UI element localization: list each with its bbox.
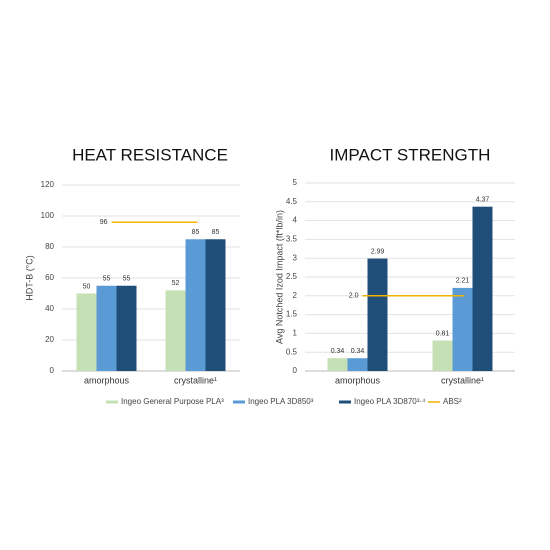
- bar: [205, 239, 226, 371]
- bar: [367, 258, 388, 371]
- y-tick-label: 0.5: [286, 347, 298, 356]
- x-tick-label: crystalline¹: [174, 375, 217, 385]
- y-tick-label: 2.5: [286, 272, 298, 281]
- y-tick-label: 3: [293, 253, 298, 262]
- y-axis-label: Avg Notched Izod Impact (ft*lb/in): [274, 210, 284, 344]
- value-label: 52: [172, 280, 180, 287]
- y-tick-label: 0: [50, 366, 55, 375]
- bar: [96, 285, 117, 371]
- y-tick-label: 20: [45, 335, 54, 344]
- value-label: 85: [212, 229, 220, 236]
- bar: [185, 239, 206, 371]
- bar: [327, 358, 348, 371]
- x-tick-label: amorphous: [84, 375, 130, 385]
- y-tick-label: 4.5: [286, 197, 298, 206]
- y-tick-label: 40: [45, 304, 54, 313]
- legend-label: ABS²: [443, 397, 462, 406]
- y-tick-label: 1: [293, 329, 298, 338]
- value-label: 4.37: [476, 197, 490, 204]
- value-label: 55: [123, 276, 131, 283]
- bar: [452, 287, 473, 371]
- y-tick-label: 4: [293, 216, 298, 225]
- y-tick-label: 5: [293, 178, 298, 187]
- value-label: 0.34: [351, 348, 365, 355]
- y-axis-label: HDT-B (°C): [24, 255, 34, 301]
- bar: [347, 358, 368, 371]
- reference-label: 96: [100, 219, 108, 226]
- y-tick-label: 1.5: [286, 310, 298, 319]
- legend-label: Ingeo General Purpose PLA³: [121, 397, 224, 406]
- bar: [116, 285, 137, 371]
- value-label: 0.34: [331, 348, 345, 355]
- y-tick-label: 3.5: [286, 235, 298, 244]
- value-label: 2.99: [371, 248, 385, 255]
- chart-title: IMPACT STRENGTH: [330, 145, 491, 164]
- reference-label: 2.0: [349, 293, 359, 300]
- bar: [472, 206, 493, 371]
- value-label: 50: [83, 283, 91, 290]
- value-label: 85: [192, 229, 200, 236]
- chart-title: HEAT RESISTANCE: [72, 145, 228, 164]
- value-label: 55: [103, 276, 111, 283]
- y-tick-label: 120: [41, 180, 55, 189]
- legend-label: Ingeo PLA 3D870³·⁴: [354, 397, 426, 406]
- bar: [165, 290, 186, 371]
- y-tick-label: 60: [45, 273, 54, 282]
- y-tick-label: 0: [293, 366, 298, 375]
- y-tick-label: 100: [41, 211, 55, 220]
- value-label: 0.81: [436, 330, 450, 337]
- value-label: 2.21: [456, 278, 470, 285]
- x-tick-label: amorphous: [335, 375, 381, 385]
- bar: [76, 293, 97, 371]
- legend-label: Ingeo PLA 3D850³: [248, 397, 314, 406]
- x-tick-label: crystalline¹: [441, 375, 484, 385]
- y-tick-label: 80: [45, 242, 54, 251]
- y-tick-label: 2: [293, 291, 298, 300]
- bar: [432, 340, 453, 371]
